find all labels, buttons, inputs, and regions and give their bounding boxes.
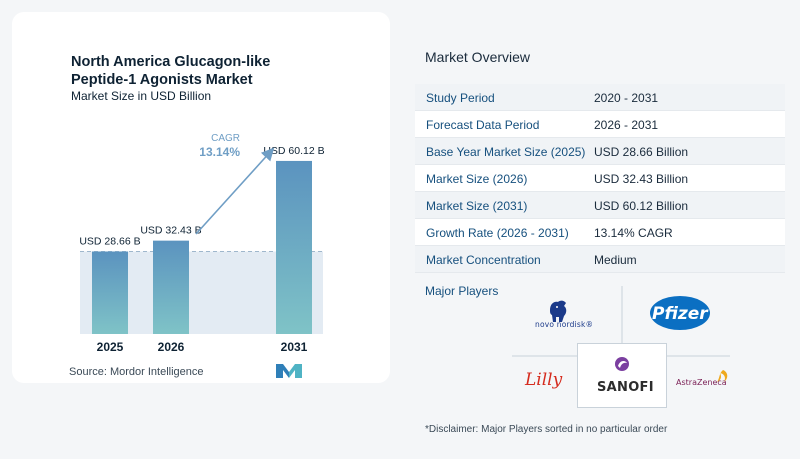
overview-value: USD 28.66 Billion — [594, 145, 689, 159]
overview-value: 2020 - 2031 — [594, 91, 659, 105]
overview-value: Medium — [594, 253, 637, 267]
overview-row-concentration: Market Concentration Medium — [415, 246, 785, 273]
overview-table: Study Period 2020 - 2031 Forecast Data P… — [415, 84, 785, 273]
grid-center-box — [577, 343, 667, 408]
data-label-2031: USD 60.12 B — [263, 145, 324, 157]
pfizer-logo: Pfizer — [652, 304, 708, 324]
lilly-logo: Lilly — [525, 370, 563, 390]
overview-label: Study Period — [426, 91, 495, 105]
chart-title: North America Glucagon-like Peptide-1 Ag… — [71, 54, 271, 88]
overview-label: Forecast Data Period — [426, 118, 540, 132]
overview-label: Growth Rate (2026 - 2031) — [426, 226, 569, 240]
x-tick-2026: 2026 — [158, 340, 185, 354]
sanofi-icon — [615, 357, 629, 371]
cagr-value: 13.14% — [199, 145, 240, 159]
novo-nordisk-icon — [550, 300, 567, 322]
players-title: Major Players — [425, 284, 499, 298]
overview-label: Market Size (2031) — [426, 199, 528, 213]
overview-row-forecast-period: Forecast Data Period 2026 - 2031 — [415, 111, 785, 138]
source-label: Source: Mordor Intelligence — [69, 366, 204, 378]
x-tick-2025: 2025 — [97, 340, 124, 354]
overview-row-base-year: Base Year Market Size (2025) USD 28.66 B… — [415, 138, 785, 165]
chart-subtitle: Market Size in USD Billion — [71, 89, 212, 103]
x-tick-2031: 2031 — [281, 340, 308, 354]
bar-2025 — [92, 251, 128, 334]
overview-value: USD 32.43 Billion — [594, 172, 689, 186]
overview-row-study-period: Study Period 2020 - 2031 — [415, 84, 785, 111]
data-label-2025: USD 28.66 B — [79, 235, 140, 247]
cagr-label: CAGR — [211, 133, 240, 144]
cagr-arrow — [195, 147, 275, 235]
overview-value: 2026 - 2031 — [594, 118, 659, 132]
pfizer-icon — [650, 296, 710, 330]
data-label-2026: USD 32.43 B — [140, 225, 201, 237]
overview-label: Base Year Market Size (2025) — [426, 145, 586, 159]
overview-row-growth-rate: Growth Rate (2026 - 2031) 13.14% CAGR — [415, 219, 785, 246]
astrazeneca-logo: AstraZeneca — [676, 378, 727, 387]
overview-row-size-2026: Market Size (2026) USD 32.43 Billion — [415, 165, 785, 192]
overview-label: Market Size (2026) — [426, 172, 528, 186]
disclaimer: *Disclaimer: Major Players sorted in no … — [425, 424, 668, 435]
astrazeneca-icon — [717, 370, 728, 382]
bar-2031 — [276, 160, 312, 334]
bar-2026 — [153, 240, 189, 334]
overview-value: 13.14% CAGR — [594, 226, 673, 240]
bar-chart: USD 28.66 B 2025 USD 32.43 B 2026 USD 60.12 … — [79, 133, 324, 354]
mordor-intelligence-logo — [276, 364, 302, 378]
overview-value: USD 60.12 Billion — [594, 199, 689, 213]
novo-nordisk-logo: novo nordisk® — [535, 320, 594, 329]
overview-label: Market Concentration — [426, 253, 541, 267]
overview-title: Market Overview — [425, 49, 531, 65]
overview-row-size-2031: Market Size (2031) USD 60.12 Billion — [415, 192, 785, 219]
sanofi-logo: SANOFI — [597, 380, 654, 395]
